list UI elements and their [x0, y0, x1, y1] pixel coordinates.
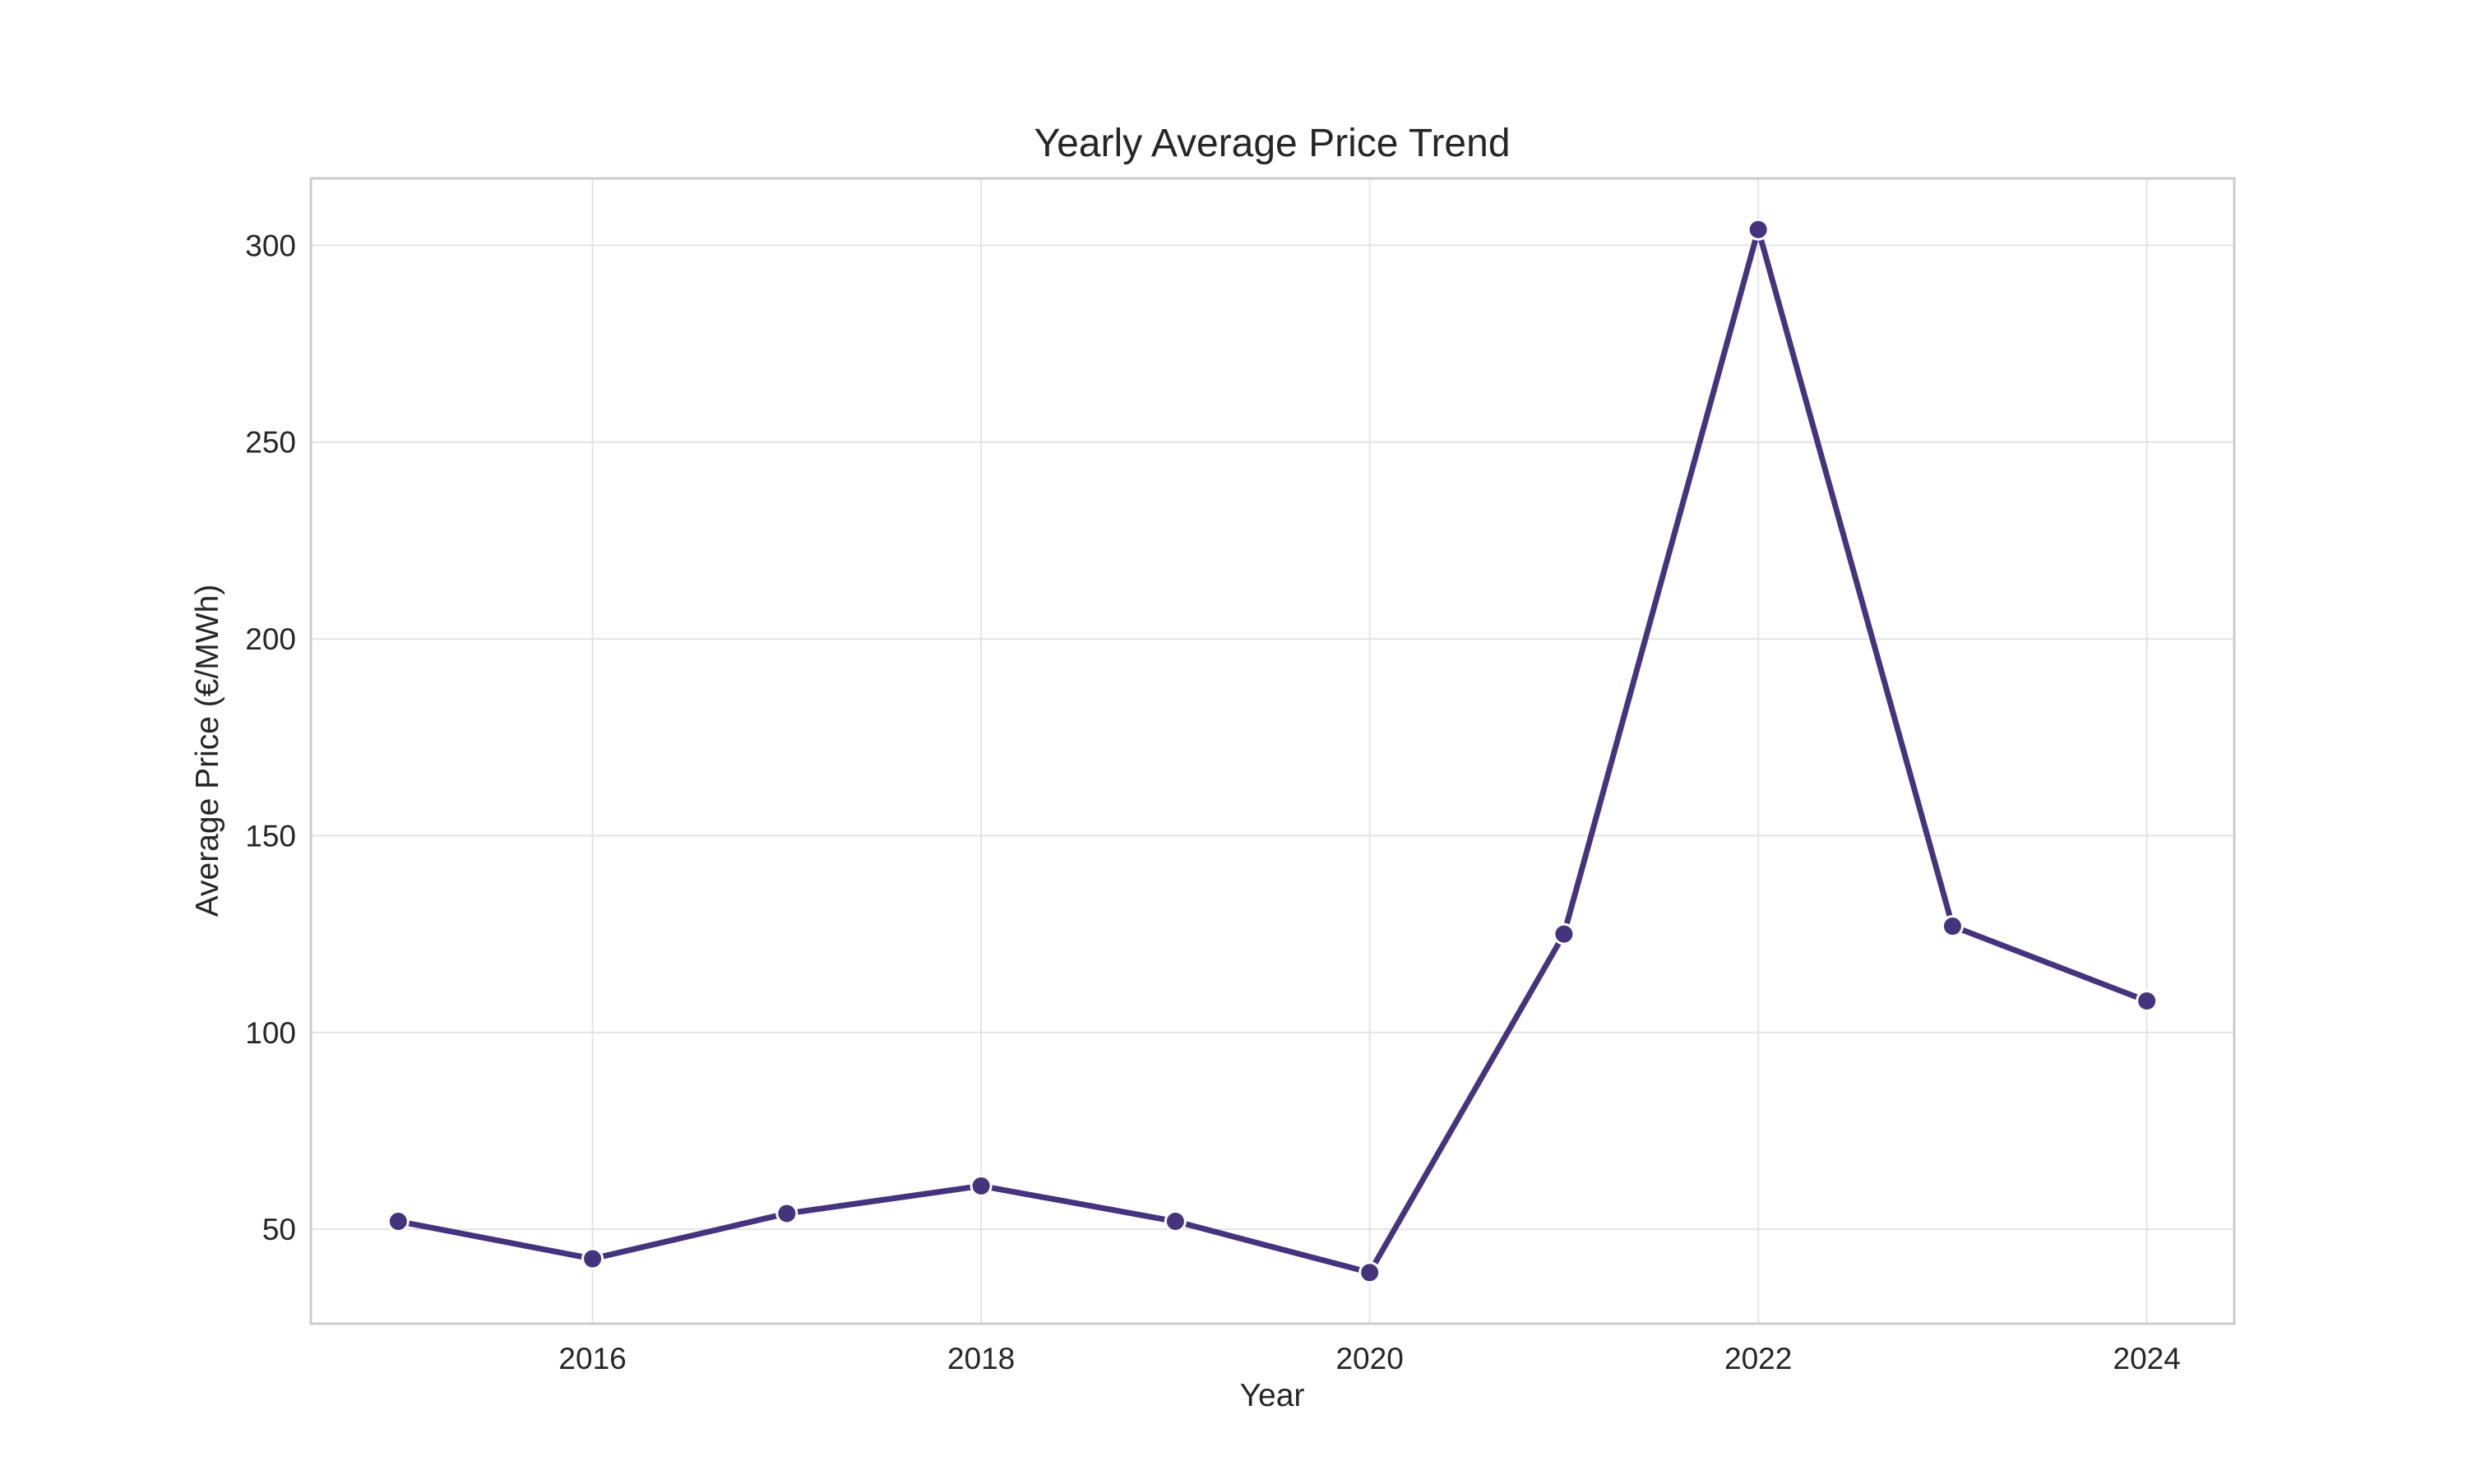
data-point: [1941, 915, 1964, 938]
y-axis-label: Average Price (€/MWh): [190, 585, 225, 918]
series-line: [395, 226, 2150, 1276]
data-point: [1747, 218, 1770, 241]
series-layer: [386, 218, 2159, 1284]
x-tick-label: 2024: [2113, 1342, 2181, 1375]
data-point: [1358, 1261, 1382, 1284]
y-tick-label: 250: [245, 426, 296, 460]
data-point: [386, 1210, 410, 1233]
y-tick-label: 50: [262, 1213, 296, 1246]
y-tick-label: 100: [245, 1016, 296, 1050]
x-tick-label: 2022: [1724, 1342, 1792, 1375]
data-point: [1553, 922, 1576, 945]
chart-title: Yearly Average Price Trend: [1034, 122, 1510, 165]
y-tick-label: 150: [245, 819, 296, 853]
tick-labels: 2016 2018 2020 2022 2024 50 100 150 200 250 300: [245, 229, 2181, 1375]
data-point: [970, 1174, 993, 1197]
x-tick-label: 2016: [558, 1342, 626, 1375]
data-point: [581, 1247, 604, 1270]
x-axis-label: Year: [1240, 1378, 1305, 1413]
x-tick-label: 2020: [1335, 1342, 1403, 1375]
data-point: [1164, 1210, 1187, 1233]
y-tick-label: 200: [245, 622, 296, 656]
y-tick-label: 300: [245, 229, 296, 262]
plot-frame: [309, 177, 2236, 1325]
data-point: [2136, 989, 2159, 1012]
x-tick-label: 2018: [947, 1342, 1015, 1375]
grid-lines: [311, 178, 2234, 1324]
data-point: [775, 1202, 798, 1225]
